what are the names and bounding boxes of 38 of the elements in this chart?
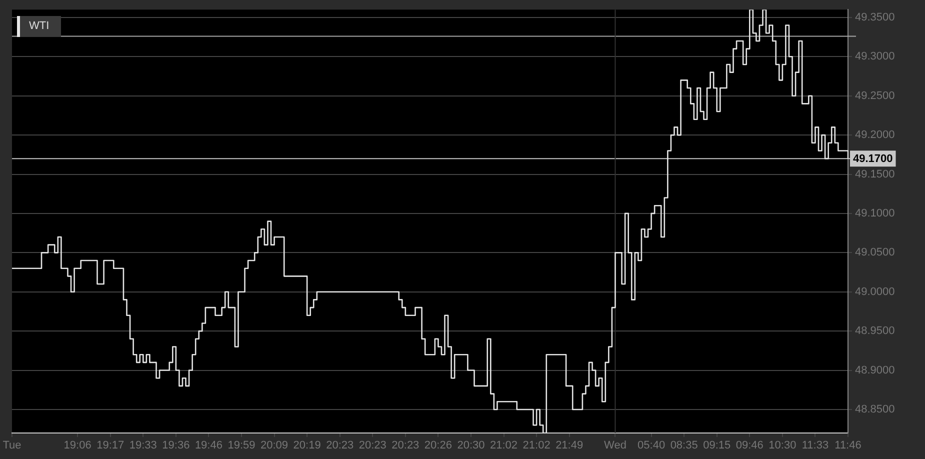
x-tick-label: 20:09 [260,440,288,452]
x-tick-label: Wed [604,440,626,452]
y-tick-label: 49.1500 [855,168,895,180]
y-tick-label: 49.2000 [855,129,895,142]
y-tick-label: 49.3500 [855,11,895,24]
x-tick-label: 09:15 [703,440,731,452]
y-tick-label: 48.8500 [855,404,895,416]
x-tick-label: 20:26 [424,440,452,452]
x-tick-label: 08:35 [670,440,698,452]
x-tick-label: 19:06 [64,440,92,452]
x-tick-label: 21:02 [522,440,550,452]
y-tick-label: 49.0500 [855,246,895,259]
y-tick-label: 48.9500 [855,325,895,338]
x-tick-label: 05:40 [638,440,666,452]
x-tick-label: 20:30 [457,440,485,452]
x-tick-label: 19:33 [129,440,157,452]
ref-line-label: 49.1700 [853,153,893,166]
x-tick-label: 20:19 [293,440,321,452]
x-tick-label: 20:23 [358,440,386,452]
x-tick-label: 11:33 [802,440,829,452]
x-tick-label: 19:36 [162,440,190,452]
y-tick-label: 49.0000 [855,286,895,298]
x-tick-label: 21:02 [490,440,518,452]
x-tick-label: 09:46 [736,440,764,452]
x-tick-label: 20:23 [326,440,354,452]
x-tick-label: 11:46 [834,440,862,452]
x-tick-label: 10:30 [768,440,796,452]
legend-label: WTI [20,16,62,37]
x-tick-label: 20:23 [392,440,420,452]
x-tick-label: Tue [2,440,22,452]
y-tick-label: 49.3000 [855,50,895,63]
x-tick-label: 19:59 [228,440,256,452]
x-tick-label: 21:49 [556,440,584,452]
y-tick-label: 49.2500 [855,90,895,102]
x-tick-label: 19:17 [96,440,124,452]
y-tick-label: 48.9000 [855,364,895,376]
x-tick-label: 19:46 [194,440,222,452]
y-tick-label: 49.1000 [855,207,895,220]
